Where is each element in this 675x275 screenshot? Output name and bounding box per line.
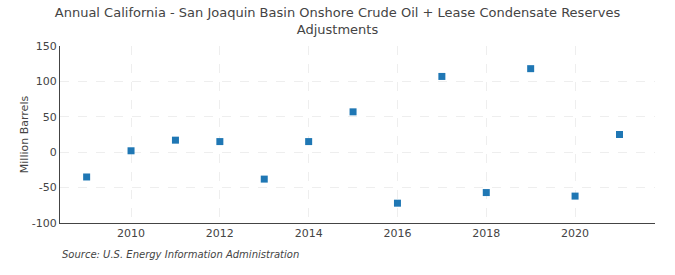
svg-text:2018: 2018 [472,227,500,240]
svg-text:2010: 2010 [117,227,145,240]
svg-text:0: 0 [50,146,57,159]
svg-text:2020: 2020 [561,227,589,240]
svg-text:-100: -100 [32,217,57,230]
svg-text:Million Barrels: Million Barrels [18,96,31,174]
svg-text:2016: 2016 [383,227,411,240]
svg-text:2014: 2014 [295,227,323,240]
svg-text:50: 50 [43,111,57,124]
svg-text:-50: -50 [39,181,57,194]
svg-text:100: 100 [36,75,57,88]
svg-text:150: 150 [36,40,57,53]
svg-text:Source: U.S. Energy Informatio: Source: U.S. Energy Information Administ… [62,249,299,260]
svg-text:2012: 2012 [206,227,234,240]
svg-text:Annual California - San Joaqui: Annual California - San Joaquin Basin On… [55,5,621,37]
